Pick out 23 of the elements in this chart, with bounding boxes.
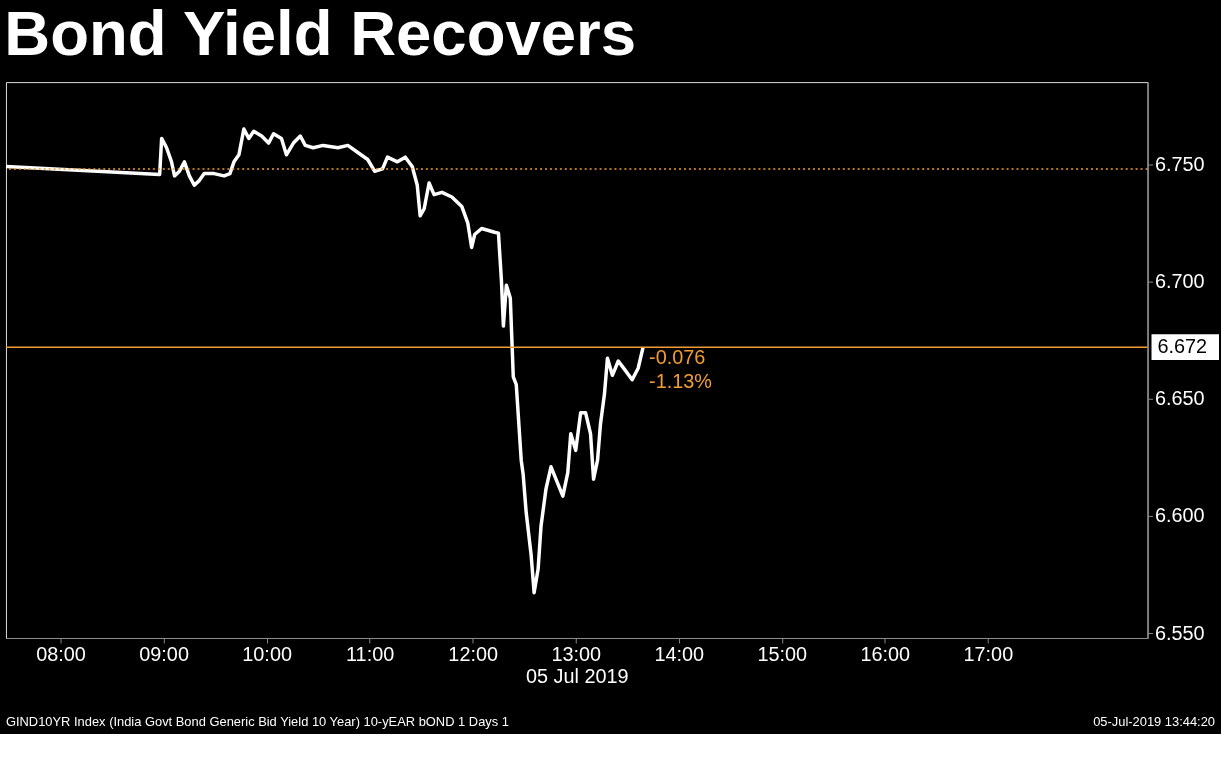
annotation: -1.13%	[649, 369, 712, 392]
ref-line-label: 6.672	[1157, 335, 1208, 358]
x-tick-label: 08:00	[36, 643, 86, 666]
annotation: -0.076	[649, 346, 706, 369]
y-tick-label: 6.650	[1154, 387, 1205, 410]
x-tick-label: 15:00	[757, 643, 808, 666]
line-series	[4, 127, 645, 595]
y-tick-label: 6.550	[1154, 621, 1205, 644]
y-tick-label: 6.700	[1154, 269, 1205, 292]
x-tick-label: 11:00	[346, 643, 395, 666]
x-tick-label: 13:00	[551, 643, 602, 666]
x-tick-label: 12:00	[448, 643, 499, 666]
x-tick-label: 09:00	[139, 643, 189, 666]
x-axis-title: 05 Jul 2019	[525, 665, 629, 688]
chart-title: Bond Yield Recovers	[4, 0, 637, 69]
x-tick-label: 10:00	[242, 643, 292, 666]
text: GIND10YR Index (India Govt Bond Generic Bid Yield 10 Year) 10-yEAR bOND 1 Days 1	[5, 714, 509, 730]
x-tick-label: 17:00	[963, 643, 1014, 666]
y-tick-label: 6.600	[1154, 504, 1205, 527]
y-tick-label: 6.750	[1154, 152, 1205, 175]
x-tick-label: 16:00	[860, 643, 911, 666]
x-tick-label: 14:00	[654, 643, 705, 666]
text: 05-Jul-2019 13:44:20	[1093, 714, 1216, 730]
